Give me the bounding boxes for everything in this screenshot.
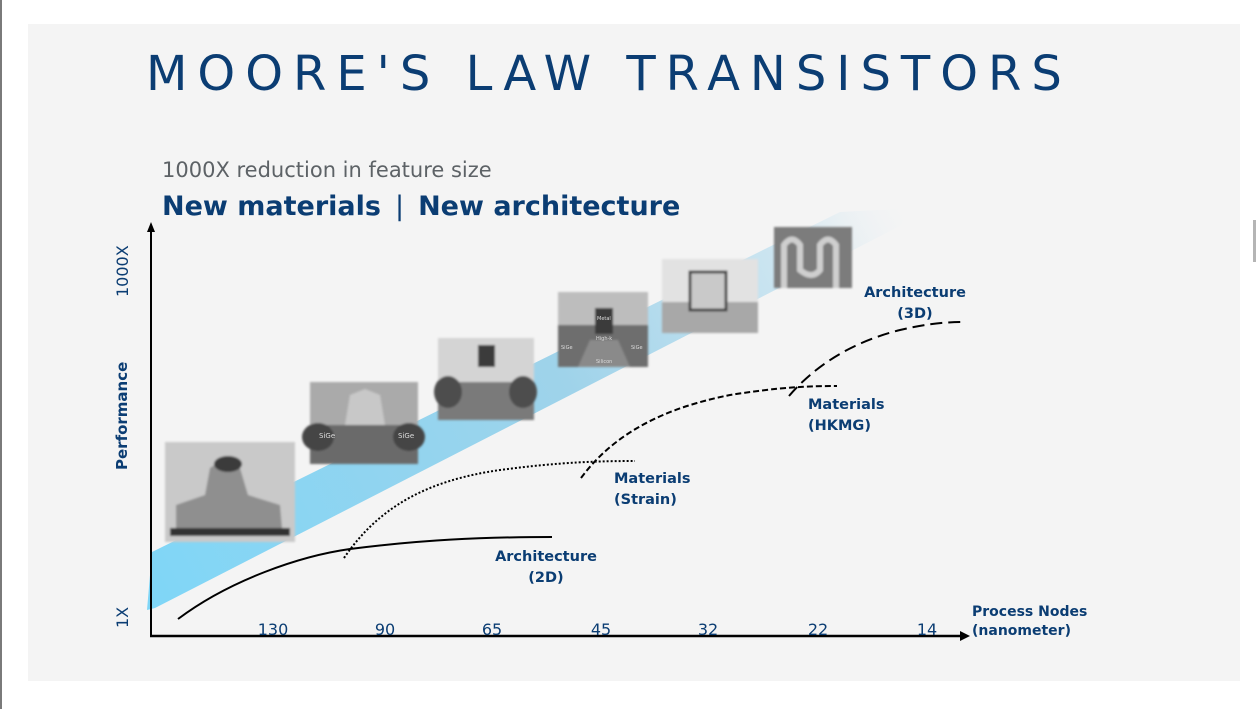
label-materials-hkmg: Materials (HKMG) [808,395,885,437]
curve-architecture-3d [788,321,963,397]
x-axis-title-line1: Process Nodes [972,604,1088,620]
tem-label-metal: Metal [597,316,611,322]
headline-architecture: New architecture [418,191,681,222]
label-architecture-2d: Architecture (2D) [490,547,602,589]
y-axis-bottom-label: 1X [113,606,132,628]
x-tick-65: 65 [481,620,503,639]
label-architecture-3d-detail: (3D) [897,306,933,322]
label-materials-hkmg-detail: (HKMG) [808,418,871,434]
tem-label-sige-left: SiGe [319,432,336,440]
window-left-border [0,0,2,709]
label-materials-strain-name: Materials [614,471,691,487]
slide-title: MOORE'S LAW TRANSISTORS [146,46,1072,102]
tem-label-sige-45-left: SiGe [561,345,573,351]
x-axis-arrow [960,631,970,641]
headline-separator: | [394,191,405,222]
x-axis-title: Process Nodes (nanometer) [972,603,1087,641]
tem-label-sige-right: SiGe [398,432,415,440]
x-tick-14: 14 [916,620,938,639]
slide-headline: New materials | New architecture [162,191,680,222]
x-tick-22: 22 [807,620,829,639]
tem-image-45nm [558,292,648,367]
x-tick-90: 90 [374,620,396,639]
label-architecture-2d-detail: (2D) [528,570,564,586]
tem-label-high-k: High-k [596,336,613,342]
label-architecture-3d-name: Architecture [864,285,966,301]
tem-label-sige-45-right: SiGe [631,345,643,351]
tem-label-silicon: Silicon [596,359,613,365]
tem-image-90nm [302,382,425,464]
y-axis-top-label: 1000X [113,245,132,297]
x-tick-130: 130 [257,620,289,639]
label-architecture-2d-name: Architecture [495,549,597,565]
tem-image-32nm [662,259,758,333]
x-tick-45: 45 [590,620,612,639]
headline-materials: New materials [162,191,381,222]
slide-subtitle: 1000X reduction in feature size [162,158,492,182]
label-materials-strain: Materials (Strain) [614,469,691,511]
x-axis-title-line2: (nanometer) [972,623,1071,639]
curve-materials-strain [343,460,636,559]
tem-image-130nm [165,442,295,542]
y-axis-title: Performance [113,361,131,470]
curve-architecture-2d [177,536,553,620]
label-materials-hkmg-name: Materials [808,397,885,413]
x-tick-32: 32 [697,620,719,639]
tem-image-65nm [434,338,537,420]
scrollbar[interactable] [1253,220,1256,262]
label-materials-strain-detail: (Strain) [614,492,677,508]
curve-materials-hkmg [580,385,838,479]
tem-image-22nm-finfet [774,227,852,288]
y-axis-arrow [147,222,155,232]
label-architecture-3d: Architecture (3D) [859,283,971,325]
